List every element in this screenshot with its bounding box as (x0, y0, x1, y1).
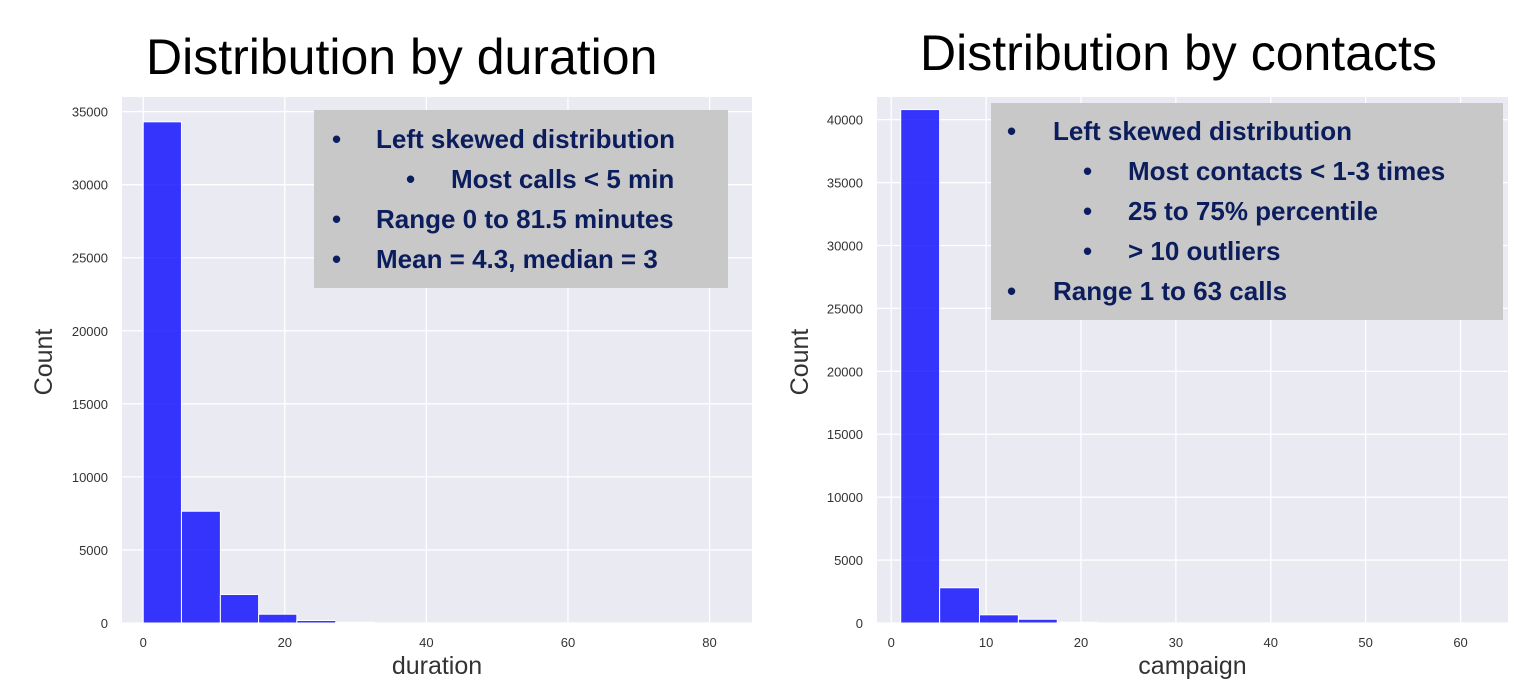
chart-title-contacts: Distribution by contacts (920, 25, 1437, 81)
y-tick-label: 20000 (827, 364, 863, 379)
y-tick-label: 15000 (72, 397, 108, 412)
y-tick-label: 0 (101, 616, 108, 631)
bullet-glyph: • (1007, 116, 1017, 146)
x-tick-label: 40 (1264, 635, 1278, 650)
bullet-glyph: • (1007, 276, 1017, 306)
x-tick-label: 60 (561, 635, 575, 650)
x-tick-label: 20 (278, 635, 292, 650)
histogram-bar (978, 614, 1019, 624)
histogram-bar (219, 594, 260, 624)
x-axis-label: campaign (1138, 652, 1246, 680)
bullet-glyph: • (406, 164, 416, 194)
annotation-line: Mean = 4.3, median = 3 (376, 244, 658, 274)
annotation-box-contacts: • Left skewed distribution • Most contacts … (991, 103, 1503, 320)
histogram-bar (258, 613, 298, 624)
histogram-bar (296, 620, 337, 624)
y-tick-label: 25000 (827, 301, 863, 316)
histogram-bar (939, 587, 980, 624)
y-tick-label: 30000 (72, 178, 108, 193)
bullet-glyph: • (332, 204, 342, 234)
bullet-glyph: • (1083, 156, 1093, 186)
x-tick-label: 0 (888, 635, 895, 650)
annotation-line: Most contacts < 1-3 times (1128, 156, 1446, 186)
annotation-line: 25 to 75% percentile (1128, 196, 1378, 226)
y-tick-label: 35000 (72, 105, 108, 120)
histogram-bar (900, 109, 941, 624)
annotation-line: Left skewed distribution (376, 124, 676, 154)
x-tick-label: 80 (702, 635, 716, 650)
chart-title-duration: Distribution by duration (146, 29, 658, 85)
x-axis-label: duration (392, 652, 482, 680)
bullet-glyph: • (332, 244, 342, 274)
x-tick-label: 0 (140, 635, 147, 650)
x-tick-label: 10 (979, 635, 993, 650)
y-tick-label: 5000 (79, 543, 108, 558)
y-axis-label: Count (30, 329, 58, 396)
annotation-line: > 10 outliers (1128, 236, 1281, 266)
histogram-bar (1017, 618, 1058, 624)
x-tick-label: 20 (1074, 635, 1088, 650)
y-tick-label: 40000 (827, 113, 863, 128)
y-tick-label: 25000 (72, 251, 108, 266)
histogram-bar (180, 510, 221, 624)
histogram-bar (142, 121, 182, 624)
y-axis-label: Count (786, 329, 814, 396)
histogram-bar (1056, 621, 1098, 624)
annotation-line: Most calls < 5 min (451, 164, 675, 194)
y-tick-label: 30000 (827, 238, 863, 253)
x-tick-label: 30 (1169, 635, 1183, 650)
chart-duration: 0 5000 10000 15000 20000 25000 30000 35000 0 20 40… (30, 97, 752, 680)
y-tick-label: 20000 (72, 324, 108, 339)
bullet-glyph: • (1083, 196, 1093, 226)
annotation-line: Range 0 to 81.5 minutes (376, 204, 674, 234)
annotation-line: Range 1 to 63 calls (1053, 276, 1288, 306)
y-tick-label: 35000 (827, 176, 863, 191)
x-tick-label: 50 (1358, 635, 1372, 650)
y-tick-label: 0 (856, 616, 863, 631)
y-tick-label: 10000 (827, 490, 863, 505)
y-tick-label: 10000 (72, 470, 108, 485)
y-tick-label: 15000 (827, 427, 863, 442)
x-tick-label: 40 (419, 635, 433, 650)
histogram-bar (335, 621, 375, 624)
annotation-line: Left skewed distribution (1053, 116, 1353, 146)
x-tick-label: 60 (1453, 635, 1467, 650)
annotation-box-duration: • Left skewed distribution • Most calls < 5… (314, 110, 728, 288)
bullet-glyph: • (332, 124, 342, 154)
y-tick-label: 5000 (834, 553, 863, 568)
bullet-glyph: • (1083, 236, 1093, 266)
